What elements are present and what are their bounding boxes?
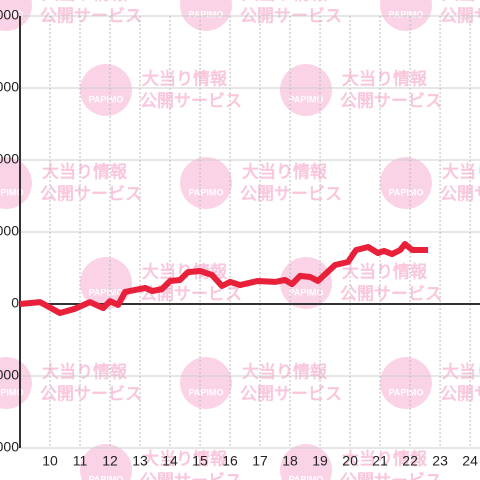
x-tick-label: 18 [282, 453, 298, 469]
watermark-logo [280, 444, 332, 480]
watermark-logo [0, 357, 32, 409]
watermark-text: 大当り情報 [142, 68, 228, 88]
x-tick-label: 14 [162, 453, 178, 469]
y-tick-label: 9,000 [0, 79, 19, 95]
watermark-logo [80, 444, 132, 480]
watermark-logo-text: PAPIMO [389, 387, 424, 397]
watermark-logo-text: PAPIMO [0, 9, 23, 19]
watermark-logo [280, 64, 332, 116]
watermark-text: 公開サービス [140, 284, 242, 303]
watermark-logo-text: PAPIMO [0, 187, 23, 197]
watermark-logo [380, 0, 432, 31]
y-tick-label: -6,000 [0, 439, 19, 455]
watermark-logo [280, 257, 332, 309]
watermark-text: 大当り情報 [442, 0, 480, 3]
watermark-logo-text: PAPIMO [89, 94, 124, 104]
watermark-text: 大当り情報 [242, 0, 328, 3]
watermark-logo-text: PAPIMO [289, 474, 324, 480]
x-tick-label: 24 [462, 453, 478, 469]
x-tick-label: 16 [222, 453, 238, 469]
y-tick-label: 12,000 [0, 7, 19, 23]
watermark-logo [180, 157, 232, 209]
watermark-logo-text: PAPIMO [0, 387, 23, 397]
watermark-text: 大当り情報 [342, 448, 428, 468]
watermark-logo [0, 157, 32, 209]
x-tick-label: 10 [42, 453, 58, 469]
watermark-logo [180, 357, 232, 409]
watermark-text: 公開サービス [240, 184, 342, 203]
watermark-logo-text: PAPIMO [289, 94, 324, 104]
watermark-logo [380, 357, 432, 409]
watermark-logo-text: PAPIMO [189, 9, 224, 19]
x-tick-label: 17 [252, 453, 268, 469]
watermark-text: 公開サービス [240, 384, 342, 403]
watermark-text: 大当り情報 [242, 161, 328, 181]
watermark-text: 大当り情報 [342, 68, 428, 88]
y-tick-label: 3,000 [0, 223, 19, 239]
watermark-text: 大当り情報 [42, 161, 128, 181]
watermark-text: 公開サービス [440, 184, 480, 203]
watermark-logo-text: PAPIMO [189, 387, 224, 397]
watermark-text: 大当り情報 [42, 0, 128, 3]
watermark-logo-text: PAPIMO [389, 9, 424, 19]
x-tick-label: 21 [372, 453, 388, 469]
x-tick-label: 11 [73, 453, 88, 469]
watermark-text: 公開サービス [40, 184, 142, 203]
x-tick-label: 22 [402, 453, 418, 469]
watermark-text: 公開サービス [140, 471, 242, 480]
x-tick-label: 20 [342, 453, 358, 469]
watermark-text: 公開サービス [440, 384, 480, 403]
y-tick-label: -3,000 [0, 367, 19, 383]
watermark-logo-text: PAPIMO [89, 474, 124, 480]
watermark-logo [380, 157, 432, 209]
x-tick-label: 23 [432, 453, 448, 469]
watermark-logo-text: PAPIMO [189, 187, 224, 197]
watermark-logo [180, 0, 232, 31]
watermark-text: 大当り情報 [442, 161, 480, 181]
data-line [19, 241, 429, 316]
watermark-logo-text: PAPIMO [389, 187, 424, 197]
watermark-logo-text: PAPIMO [89, 287, 124, 297]
watermark-text: 大当り情報 [42, 361, 128, 381]
watermark-logo [0, 0, 32, 31]
watermark-text: 公開サービス [140, 91, 242, 110]
watermark-logo [80, 257, 132, 309]
watermark-logo [80, 64, 132, 116]
watermark-text: 大当り情報 [142, 448, 228, 468]
watermark-text: 公開サービス [340, 471, 442, 480]
watermark-text: 公開サービス [340, 91, 442, 110]
x-tick-label: 15 [192, 453, 208, 469]
y-tick-label: 0 [11, 295, 19, 311]
x-tick-label: 12 [102, 453, 118, 469]
watermark-text: 公開サービス [40, 384, 142, 403]
x-tick-label: 19 [312, 453, 328, 469]
x-tick-label: 13 [132, 453, 148, 469]
watermark-text: 大当り情報 [342, 261, 428, 281]
y-tick-label: 6,000 [0, 151, 19, 167]
watermark-text: 大当り情報 [442, 361, 480, 381]
watermark-logo-text: PAPIMO [289, 287, 324, 297]
watermark-text: 公開サービス [340, 284, 442, 303]
watermark-text: 大当り情報 [242, 361, 328, 381]
